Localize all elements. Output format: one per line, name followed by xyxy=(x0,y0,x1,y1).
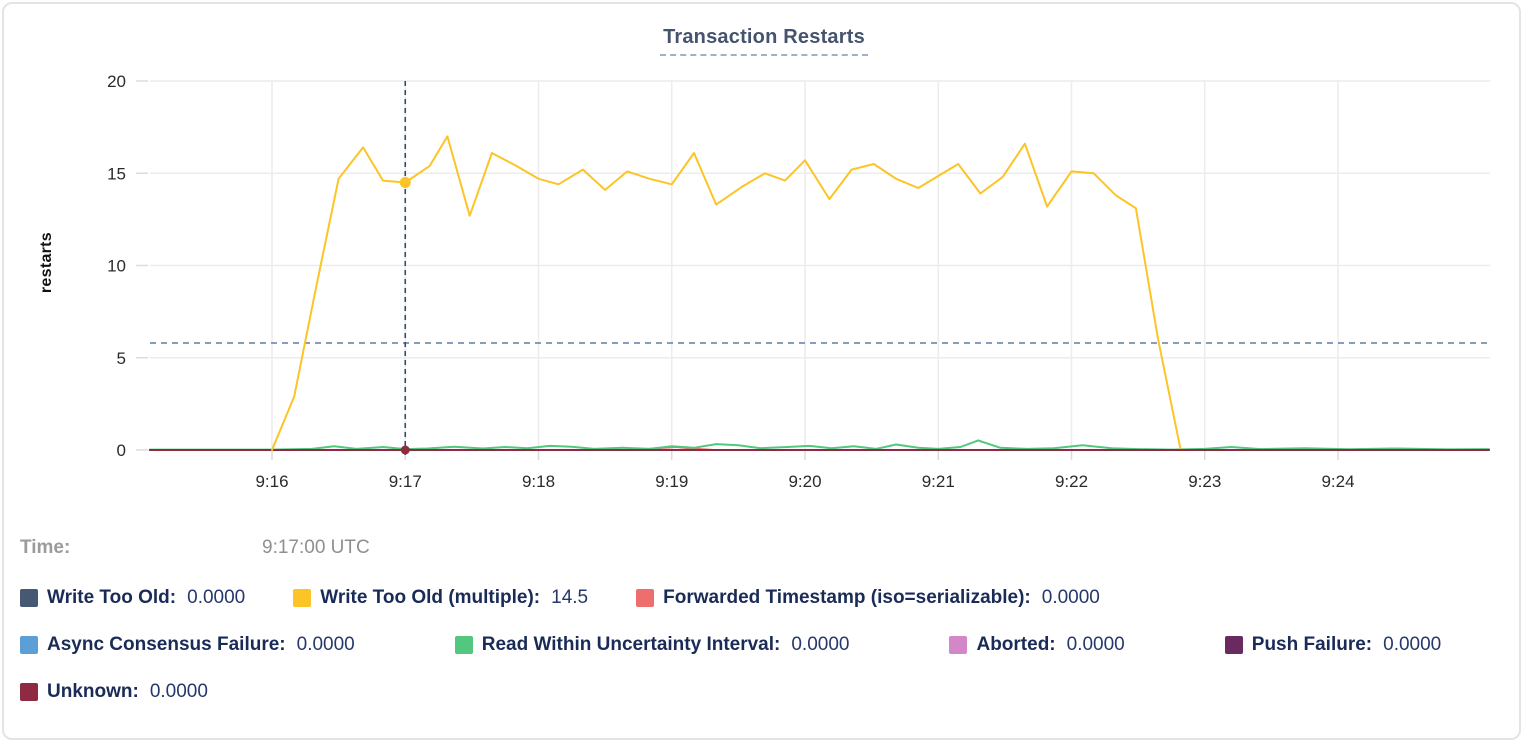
legend-item: Write Too Old (multiple): 14.5 xyxy=(293,587,588,609)
legend-label: Write Too Old (multiple): xyxy=(320,587,541,608)
x-tick-label: 9:18 xyxy=(522,472,555,491)
legend-label: Push Failure: xyxy=(1251,634,1373,655)
x-tick-label: 9:24 xyxy=(1321,472,1354,491)
legend-item: Write Too Old: 0.0000 xyxy=(20,587,245,609)
y-tick-label: 0 xyxy=(117,441,126,460)
legend-label: Forwarded Timestamp (iso=serializable): xyxy=(663,587,1031,608)
x-tick-label: 9:20 xyxy=(788,472,821,491)
x-tick-label: 9:22 xyxy=(1055,472,1088,491)
legend-item: Async Consensus Failure: 0.0000 xyxy=(20,634,355,656)
legend-item: Aborted: 0.0000 xyxy=(949,634,1125,656)
legend-label: Aborted: xyxy=(976,634,1056,655)
chart-title[interactable]: Transaction Restarts xyxy=(660,26,868,56)
legend-value: 0.0000 xyxy=(1041,587,1100,608)
legend-item: Forwarded Timestamp (iso=serializable): 0… xyxy=(636,587,1100,609)
x-tick-label: 9:19 xyxy=(655,472,688,491)
legend-label: Write Too Old: xyxy=(47,587,177,608)
legend-label: Async Consensus Failure: xyxy=(47,634,286,655)
y-tick-label: 15 xyxy=(107,164,126,183)
chart-title-row: Transaction Restarts xyxy=(0,26,1528,56)
legend-value: 0.0000 xyxy=(1066,634,1125,655)
hover-time-label: Time: xyxy=(20,537,71,558)
legend-swatch xyxy=(636,589,655,607)
legend-swatch xyxy=(20,683,38,701)
chart-plot[interactable]: 0 5 10 15 20 9:16 9:17 9:18 9:19 9:20 9:21 9:22 9:23… xyxy=(0,0,1528,515)
y-tick-label: 10 xyxy=(107,257,126,276)
legend-value: 0.0000 xyxy=(1383,634,1442,655)
legend-swatch xyxy=(20,636,38,654)
hover-dot xyxy=(400,445,410,455)
legend-swatch xyxy=(20,589,38,607)
legend-row: Unknown: 0.0000 xyxy=(20,678,1510,706)
legend-value: 0.0000 xyxy=(296,634,355,655)
legend-item: Unknown: 0.0000 xyxy=(20,681,208,703)
legend-item: Read Within Uncertainty Interval: 0.0000 xyxy=(454,634,850,656)
legend: Write Too Old: 0.0000 Write Too Old (multi… xyxy=(20,584,1510,725)
x-tick-label: 9:23 xyxy=(1188,472,1221,491)
series-line-2 xyxy=(271,135,1182,451)
legend-swatch xyxy=(949,636,968,654)
legend-row: Write Too Old: 0.0000 Write Too Old (multi… xyxy=(20,584,1510,612)
legend-value: 14.5 xyxy=(551,587,589,608)
hover-dot xyxy=(399,176,411,188)
x-tick-label: 9:21 xyxy=(922,472,955,491)
legend-swatch xyxy=(454,636,473,654)
hover-time-value: 9:17:00 UTC xyxy=(262,537,370,558)
series-line-5 xyxy=(148,439,1490,451)
y-tick-label: 20 xyxy=(107,72,126,91)
legend-label: Unknown: xyxy=(47,681,139,702)
legend-swatch xyxy=(1224,636,1243,654)
legend-item: Push Failure: 0.0000 xyxy=(1224,634,1442,656)
legend-label: Read Within Uncertainty Interval: xyxy=(481,634,781,655)
x-tick-label: 9:16 xyxy=(255,472,288,491)
x-tick-label: 9:17 xyxy=(389,472,422,491)
legend-value: 0.0000 xyxy=(791,634,850,655)
legend-value: 0.0000 xyxy=(149,681,208,702)
legend-swatch xyxy=(293,589,312,607)
hover-time-row: Time: 9:17:00 UTC xyxy=(20,534,370,562)
legend-row: Async Consensus Failure: 0.0000 Read Withi… xyxy=(20,631,1510,659)
legend-value: 0.0000 xyxy=(187,587,246,608)
y-tick-label: 5 xyxy=(117,349,126,368)
